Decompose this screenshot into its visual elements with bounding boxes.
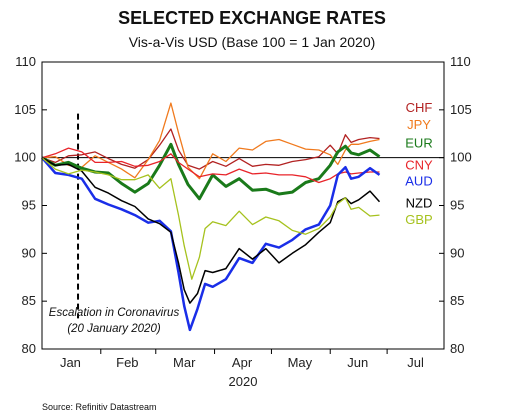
x-tick-label: Jan (60, 355, 81, 370)
x-tick-label: Apr (232, 355, 253, 370)
series-line-eur (41, 142, 381, 201)
x-axis-year-label: 2020 (229, 374, 258, 389)
y-tick-label-right: 85 (450, 293, 464, 308)
y-tick-label-right: 110 (450, 54, 471, 69)
series-label-cny: CNY (405, 157, 433, 172)
source-note: Source: Refinitiv Datastream (42, 402, 157, 412)
series-line-jpy (41, 102, 380, 180)
y-tick-label-right: 100 (450, 150, 472, 165)
y-tick-label-right: 90 (450, 245, 464, 260)
series-layer (41, 102, 381, 332)
y-tick-label-left: 85 (22, 293, 36, 308)
plot-frame (41, 61, 445, 350)
x-tick-label: Feb (116, 355, 138, 370)
series-line-gbp (41, 157, 380, 280)
series-label-gbp: GBP (405, 212, 432, 227)
series-label-eur: EUR (405, 135, 432, 150)
y-tick-label-left: 90 (22, 245, 36, 260)
y-tick-label-left: 80 (22, 341, 36, 356)
series-label-chf: CHF (406, 100, 433, 115)
y-tick-label-right: 95 (450, 198, 464, 213)
series-label-aud: AUD (405, 174, 432, 189)
series-line-chf (41, 128, 380, 170)
y-tick-label-left: 110 (15, 54, 36, 69)
x-tick-label: Mar (173, 355, 196, 370)
y-tick-label-right: 105 (450, 102, 472, 117)
annotation-line2: (20 January 2020) (67, 323, 161, 335)
y-tick-label-right: 80 (450, 341, 464, 356)
x-tick-label: May (288, 355, 313, 370)
series-label-jpy: JPY (407, 117, 431, 132)
chart-title: SELECTED EXCHANGE RATES (118, 8, 386, 28)
grid-layer: 80 80 85 85 90 90 95 95 100 100 105 105 110 110 Jan Feb… (14, 54, 471, 370)
annotation-line1: Escalation in Coronavirus (49, 307, 180, 319)
y-tick-label-left: 95 (22, 198, 36, 213)
series-line-aud (41, 156, 381, 332)
y-tick-label-left: 105 (14, 102, 36, 117)
series-label-nzd: NZD (406, 196, 433, 211)
x-tick-label: Jun (347, 355, 368, 370)
chart-subtitle: Vis-a-Vis USD (Base 100 = 1 Jan 2020) (129, 34, 376, 50)
x-tick-label: Jul (407, 355, 424, 370)
y-tick-label-left: 100 (14, 150, 36, 165)
